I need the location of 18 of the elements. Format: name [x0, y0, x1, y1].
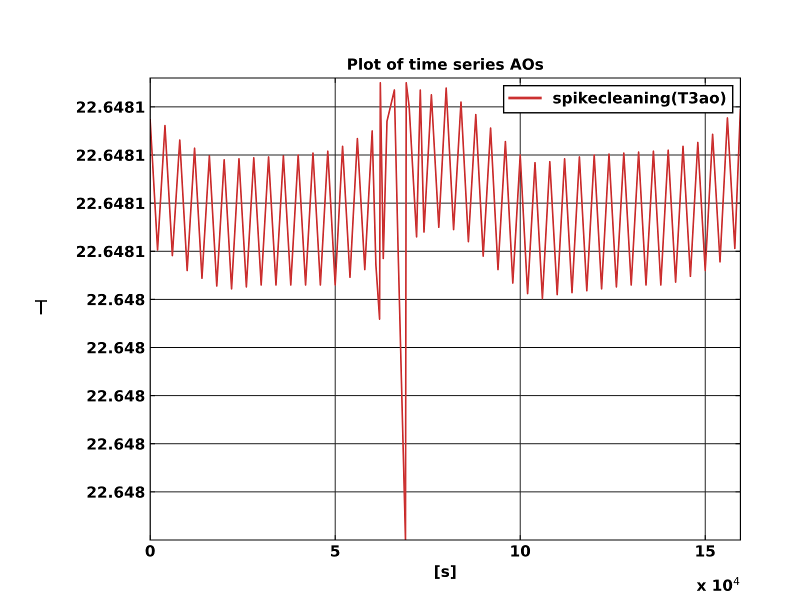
y-tick-label: 22.648 [88, 342, 144, 354]
y-tick-label: 22.648 [88, 390, 144, 402]
y-tick-label: 22.6481 [76, 198, 144, 210]
chart-title: Plot of time series AOs [348, 58, 544, 70]
x-tick-label: 15 [696, 545, 715, 557]
y-tick-label: 22.6481 [76, 101, 144, 113]
x-tick-label: 10 [511, 545, 530, 557]
y-tick-label: 22.648 [88, 438, 144, 450]
y-tick-label: 22.6481 [76, 246, 144, 258]
text: x 10$^{4}$ [696, 577, 740, 591]
x-tick-label: 0 [146, 545, 155, 557]
legend-label: spikecleaning(T3ao) [553, 92, 726, 107]
y-tick-label: 22.6481 [76, 149, 144, 162]
x-axis-title: [s] [435, 565, 456, 579]
y-axis-title: T [35, 300, 47, 314]
x-tick-label: 5 [331, 545, 340, 557]
y-tick-label: 22.648 [88, 294, 144, 306]
y-tick-label: 22.648 [88, 486, 144, 498]
